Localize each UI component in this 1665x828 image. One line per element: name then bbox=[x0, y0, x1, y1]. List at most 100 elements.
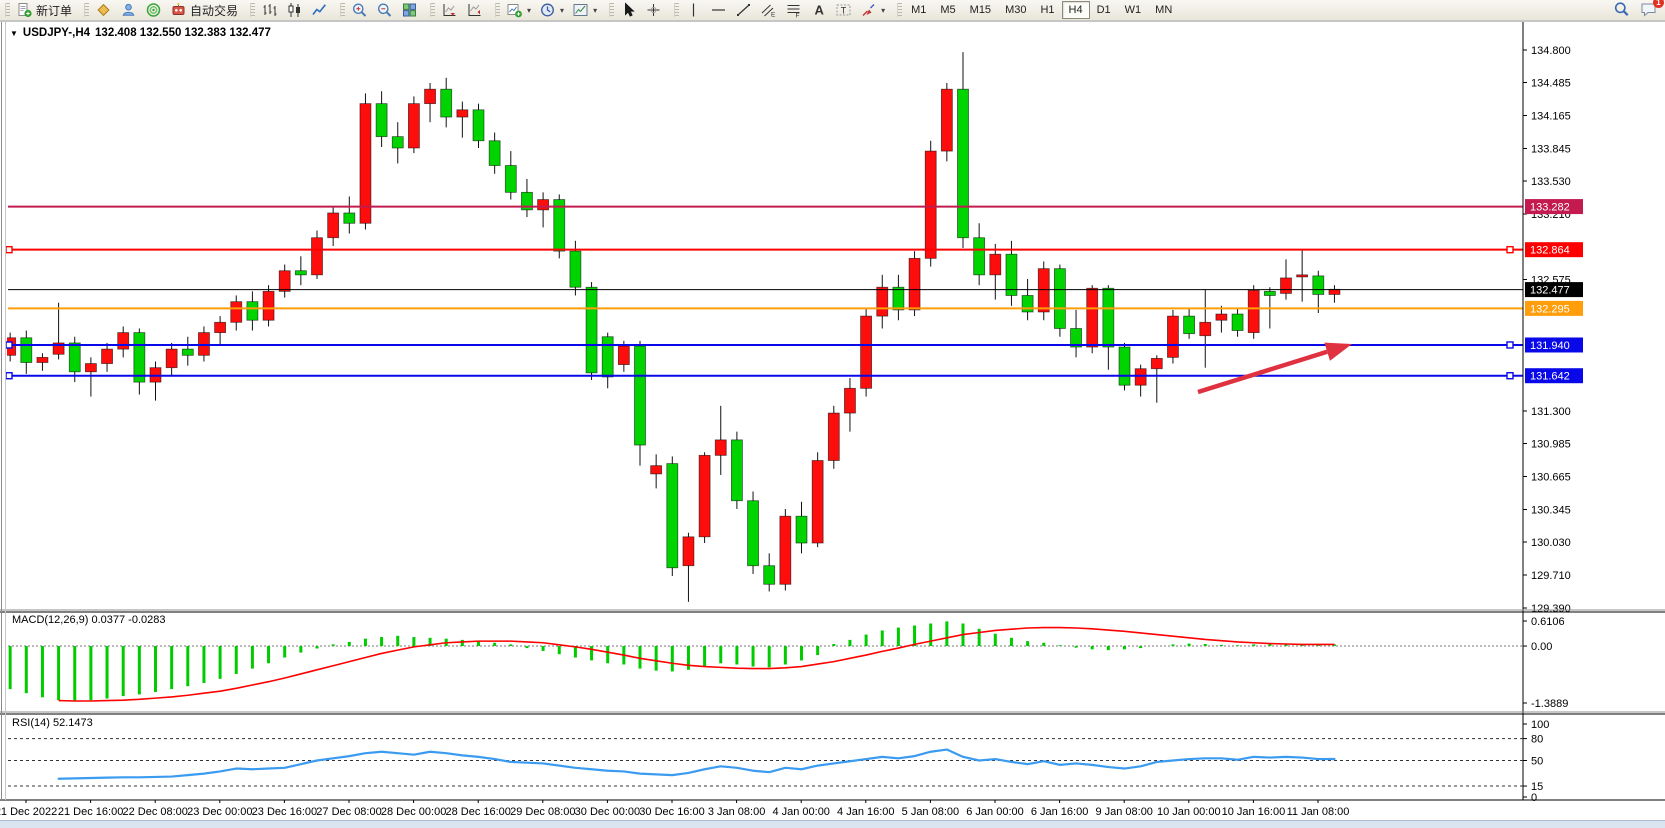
chart-window[interactable]: 134.800 134.485 134.165 133.845 133.530 133.2… bbox=[0, 20, 1665, 820]
timeframe-m15-button[interactable]: M15 bbox=[969, 4, 992, 16]
trend-arrow-annotation[interactable] bbox=[1197, 342, 1352, 395]
text-label-button[interactable]: T bbox=[831, 0, 856, 20]
time-tick-label: 22 Dec 08:00 bbox=[122, 806, 187, 818]
macd-panel[interactable]: 0.6106 0.00 -1.3889 bbox=[0, 616, 1568, 710]
fibonacci-icon: F bbox=[785, 2, 802, 18]
svg-text:132.864: 132.864 bbox=[1530, 245, 1570, 257]
price-tick-label: 134.800 bbox=[1531, 45, 1571, 57]
candle bbox=[973, 223, 986, 286]
new-order-button[interactable]: 新订单 bbox=[12, 0, 76, 21]
horizontal-line-button[interactable] bbox=[706, 0, 731, 20]
candle bbox=[957, 52, 969, 249]
market-button[interactable] bbox=[91, 0, 116, 20]
chevron-down-icon[interactable]: ▾ bbox=[560, 5, 565, 15]
time-tick-label: 21 Dec 2022 bbox=[0, 806, 57, 818]
candle bbox=[585, 282, 598, 381]
new-chart-icon bbox=[506, 2, 523, 18]
candle bbox=[294, 256, 307, 286]
candle bbox=[634, 340, 646, 466]
chevron-down-icon[interactable]: ▾ bbox=[881, 5, 886, 15]
signals-button[interactable] bbox=[141, 0, 166, 20]
time-tick-label: 10 Jan 16:00 bbox=[1222, 806, 1286, 818]
line-handle[interactable] bbox=[1506, 341, 1514, 349]
symbol-dropdown-icon[interactable]: ▼ bbox=[10, 28, 18, 38]
rsi-tick-label: 80 bbox=[1531, 734, 1543, 746]
candle bbox=[278, 264, 291, 298]
timeframe-m1-button[interactable]: M1 bbox=[911, 4, 927, 16]
svg-text:131.642: 131.642 bbox=[1530, 371, 1570, 383]
auto-trading-button[interactable]: 自动交易 bbox=[166, 0, 242, 21]
arrows-button[interactable]: ▾ bbox=[856, 0, 889, 20]
candle bbox=[1296, 249, 1309, 302]
toolbar-grip bbox=[674, 3, 680, 17]
price-tick-label: 133.845 bbox=[1531, 144, 1571, 156]
clock-icon bbox=[539, 2, 556, 18]
tile-windows-button[interactable] bbox=[397, 0, 422, 20]
cursor-button[interactable] bbox=[616, 0, 641, 20]
price-chart[interactable]: 134.800 134.485 134.165 133.845 133.530 133.2… bbox=[0, 20, 1665, 820]
timeframe-m30-button[interactable]: M30 bbox=[1005, 4, 1027, 16]
line-chart-button[interactable] bbox=[307, 0, 332, 20]
timeframe-d1-button[interactable]: D1 bbox=[1096, 4, 1111, 16]
candle bbox=[1118, 342, 1131, 391]
bar-chart-icon bbox=[261, 2, 278, 18]
new-order-icon bbox=[16, 2, 33, 18]
timeframe-h4-button[interactable]: H4 bbox=[1061, 1, 1090, 19]
price-axis[interactable]: 134.800 134.485 134.165 133.845 133.530 133.2… bbox=[1523, 45, 1583, 615]
candle bbox=[456, 101, 469, 138]
chevron-down-icon[interactable]: ▾ bbox=[593, 5, 598, 15]
time-tick-label: 29 Dec 08:00 bbox=[510, 806, 575, 818]
line-handle[interactable] bbox=[5, 245, 13, 254]
auto-trading-icon bbox=[170, 2, 187, 18]
crosshair-icon bbox=[645, 2, 662, 18]
line-handle[interactable] bbox=[5, 372, 13, 380]
text-button[interactable]: A bbox=[806, 0, 831, 20]
community-button[interactable] bbox=[116, 0, 141, 20]
trendline-button[interactable] bbox=[731, 0, 756, 20]
candle bbox=[537, 192, 549, 228]
vertical-line-button[interactable] bbox=[681, 0, 706, 20]
notification-badge: 1 bbox=[1653, 0, 1664, 8]
line-handle[interactable] bbox=[1506, 372, 1514, 380]
auto-scroll-button[interactable] bbox=[437, 0, 462, 20]
chevron-down-icon[interactable]: ▾ bbox=[527, 5, 532, 15]
candle bbox=[811, 452, 824, 548]
time-tick-label: 6 Jan 00:00 bbox=[966, 806, 1024, 818]
candle bbox=[553, 194, 566, 259]
chat-button[interactable]: 1 bbox=[1640, 0, 1664, 20]
time-axis[interactable]: 21 Dec 2022 21 Dec 16:00 22 Dec 08:00 23 De… bbox=[0, 800, 1349, 818]
line-handle[interactable] bbox=[1506, 245, 1514, 254]
toolbar-grip bbox=[897, 3, 903, 17]
toolbar-grip bbox=[609, 3, 615, 17]
horizontal-line-icon bbox=[710, 2, 727, 18]
line-handle[interactable] bbox=[5, 341, 13, 349]
crosshair-button[interactable] bbox=[641, 0, 666, 20]
rsi-panel[interactable]: 100 80 50 150 bbox=[8, 719, 1549, 804]
zoom-out-button[interactable] bbox=[372, 0, 397, 20]
time-tick-label: 30 Dec 16:00 bbox=[639, 806, 704, 818]
candle bbox=[504, 151, 517, 200]
new-chart-button[interactable]: ▾ bbox=[502, 0, 535, 20]
candle bbox=[488, 132, 501, 174]
timeframe-w1-button[interactable]: W1 bbox=[1124, 4, 1142, 16]
equidistant-channel-button[interactable]: E bbox=[756, 0, 781, 20]
timeframe-m5-button[interactable]: M5 bbox=[940, 4, 956, 16]
toolbar-group-4 bbox=[425, 0, 490, 20]
candlestick-chart-button[interactable] bbox=[282, 0, 307, 20]
fibonacci-button[interactable]: F bbox=[781, 0, 806, 20]
templates-button[interactable]: ▾ bbox=[568, 0, 601, 20]
timeframe-mn-button[interactable]: MN bbox=[1155, 4, 1173, 16]
timeframe-h1-button[interactable]: H1 bbox=[1040, 4, 1055, 16]
candle bbox=[682, 532, 695, 602]
time-tick-label: 6 Jan 16:00 bbox=[1031, 806, 1089, 818]
zoom-in-button[interactable] bbox=[347, 0, 372, 20]
profiles-button[interactable]: ▾ bbox=[535, 0, 568, 20]
chat-icon bbox=[1640, 3, 1657, 20]
chart-shift-button[interactable] bbox=[462, 0, 487, 20]
candles-layer bbox=[7, 52, 1341, 602]
bar-chart-button[interactable] bbox=[257, 0, 282, 20]
toolbar-grip bbox=[495, 3, 501, 17]
candle bbox=[198, 326, 210, 362]
search-icon[interactable] bbox=[1613, 1, 1630, 20]
